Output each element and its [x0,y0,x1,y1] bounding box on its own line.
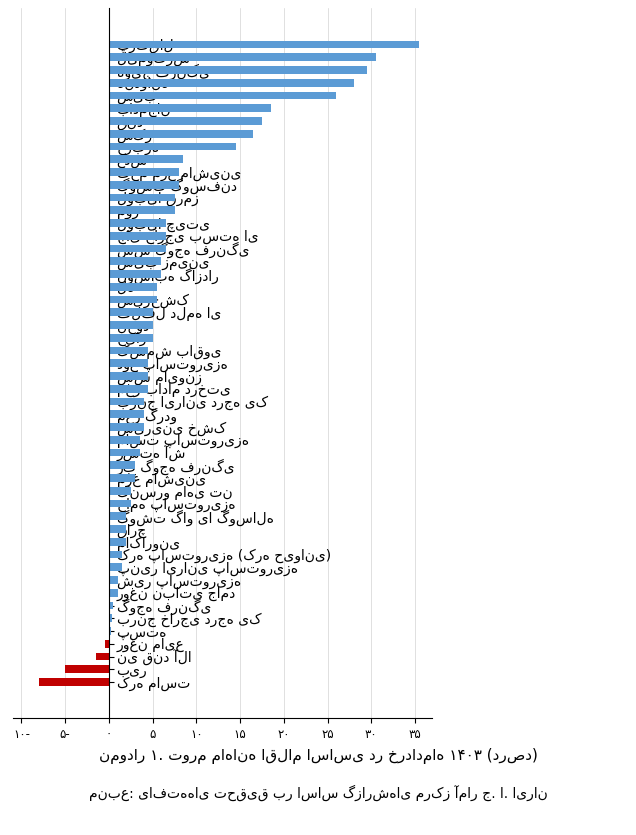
Bar [109,194,174,201]
Bar [109,513,127,520]
Bar [109,462,135,469]
Bar [109,257,162,265]
Bar [109,474,135,482]
Bar [109,411,144,418]
Bar [109,155,183,163]
Bar [109,538,127,545]
Bar [39,678,109,686]
Bar [109,308,153,316]
Bar [109,334,153,342]
Bar [109,296,157,303]
Bar [109,487,131,494]
Text: منبع: یافته‌های تحقیق بر اساس گزارش‌های مرکز آمار ج. ا. ایران: منبع: یافته‌های تحقیق بر اساس گزارش‌های … [88,785,548,802]
Bar [109,347,148,354]
Bar [109,104,271,112]
Bar [109,130,253,138]
Bar [109,232,166,240]
Bar [66,665,109,673]
Bar [109,550,122,559]
Bar [109,53,376,61]
Bar [109,283,157,291]
Bar [109,525,127,533]
Bar [109,168,179,176]
Bar [109,245,166,252]
Bar [109,589,118,596]
Bar [109,397,144,405]
Bar [96,653,109,660]
Bar [109,564,122,571]
Bar [109,41,419,48]
Bar [109,372,148,380]
Bar [109,359,148,367]
Bar [109,615,111,622]
Bar [109,627,111,635]
Bar [109,499,131,508]
Bar [109,206,174,214]
Bar [109,271,162,278]
Bar [109,78,354,87]
Bar [109,143,236,150]
Bar [104,640,109,648]
Bar [109,602,113,610]
Bar [109,219,166,227]
Bar [109,321,153,329]
Bar [109,448,139,456]
Bar [109,385,148,392]
Bar [109,92,336,99]
Bar [109,117,262,124]
Bar [109,423,144,431]
Bar [109,576,118,584]
Bar [109,436,139,443]
Text: نمودار ۱. تورم ماهانه اقلام اساسی در خردادماه ۱۴۰۳ (درصد): نمودار ۱. تورم ماهانه اقلام اساسی در خرد… [99,747,537,764]
Bar [109,66,367,73]
Bar [109,181,179,189]
